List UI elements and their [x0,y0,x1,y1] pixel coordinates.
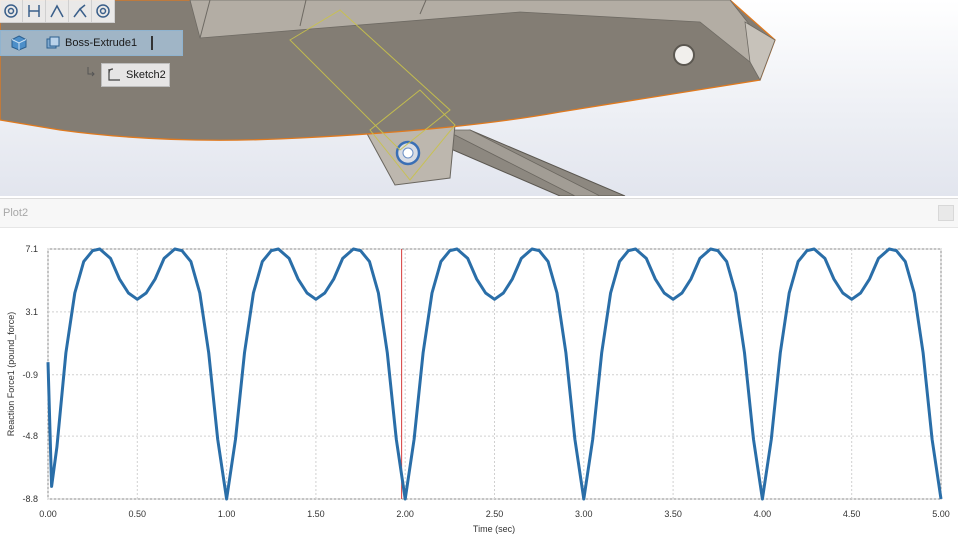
tree-item-label: Sketch2 [126,69,166,81]
part-cube-icon [11,35,27,51]
x-tick-label: 4.50 [843,509,861,519]
y-tick-label: -8.8 [22,494,38,504]
tree-item-boss-extrude[interactable]: Boss-Extrude1 [0,30,183,56]
series-line [46,247,943,501]
plate-hole [673,44,695,66]
target-icon[interactable] [92,0,115,22]
curved-plate [0,0,776,141]
y-tick-label: -0.9 [22,370,38,380]
y-tick-label: 3.1 [25,307,38,317]
pivot-hole [402,147,414,159]
extrude-feature-icon [46,36,60,49]
y-axis-label: Reaction Force1 (pound_force) [6,312,16,437]
text-cursor [151,36,154,50]
target-icon[interactable] [0,0,23,22]
x-axis-label: Time (sec) [473,524,515,534]
plot-title: Plot2 [3,207,29,219]
x-tick-label: 1.00 [218,509,236,519]
x-tick-label: 0.00 [39,509,57,519]
x-tick-label: 2.50 [486,509,504,519]
sketch-icon [108,68,120,81]
plot-header: Plot2 [0,198,958,228]
x-tick-label: 1.50 [307,509,325,519]
x-tick-label: 3.50 [664,509,682,519]
x-tick-label: 4.00 [754,509,772,519]
plate-end-face [744,21,776,81]
plot-area[interactable]: 0.00 0.50 1.00 1.50 2.00 2.50 3.00 3.50 4.00 4.50… [0,228,958,540]
x-tick-label: 2.00 [396,509,414,519]
cad-model-view[interactable] [0,0,958,196]
x-tick-label: 0.50 [129,509,147,519]
close-button[interactable] [938,205,954,221]
plate-top-face [189,0,761,63]
child-arrow-icon [87,67,95,77]
link-arm-face [444,129,601,196]
y-tick-label: -4.8 [22,431,38,441]
y-tick-label: 7.1 [25,244,38,254]
grid-lines-x [47,249,942,499]
y-tick-labels: 7.1 3.1 -0.9 -4.8 -8.8 [22,244,38,504]
split-icon[interactable] [69,0,92,22]
tree-item-label: Boss-Extrude1 [65,37,138,49]
tree-item-sketch[interactable]: Sketch2 [101,63,170,87]
reaction-force-chart[interactable]: 0.00 0.50 1.00 1.50 2.00 2.50 3.00 3.50 4.00 4.50… [0,228,958,540]
selection-wireframe [289,9,451,151]
grid-lines-y [48,248,941,500]
x-tick-label: 3.00 [575,509,593,519]
x-tick-label: 5.00 [932,509,950,519]
x-tick-labels: 0.00 0.50 1.00 1.50 2.00 2.50 3.00 3.50 4.00 4.50… [39,509,950,519]
dimension-icon[interactable] [23,0,46,22]
angle-icon[interactable] [46,0,69,22]
graphics-viewport[interactable]: Boss-Extrude1 Sketch2 [0,0,958,196]
view-toolbar [0,0,115,23]
